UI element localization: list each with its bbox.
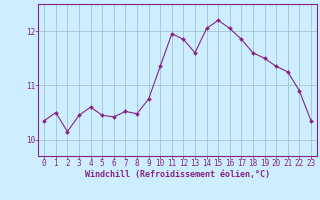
X-axis label: Windchill (Refroidissement éolien,°C): Windchill (Refroidissement éolien,°C) <box>85 170 270 179</box>
